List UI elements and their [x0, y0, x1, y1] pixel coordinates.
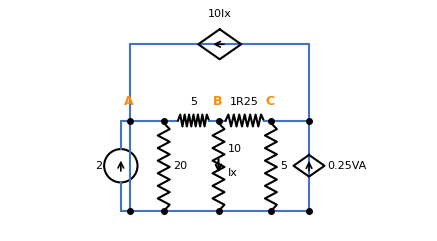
Text: 2: 2 [95, 161, 102, 171]
Text: 5: 5 [190, 97, 197, 107]
Text: B: B [212, 95, 222, 108]
Text: C: C [265, 95, 274, 108]
Text: 10: 10 [228, 144, 242, 154]
Text: 20: 20 [173, 161, 187, 171]
Text: Ix: Ix [228, 168, 237, 178]
Text: 10Ix: 10Ix [208, 9, 232, 19]
Text: 5: 5 [280, 161, 287, 171]
Text: A: A [125, 95, 134, 108]
Text: 1R25: 1R25 [230, 97, 259, 107]
Text: 0.25VA: 0.25VA [327, 161, 366, 171]
